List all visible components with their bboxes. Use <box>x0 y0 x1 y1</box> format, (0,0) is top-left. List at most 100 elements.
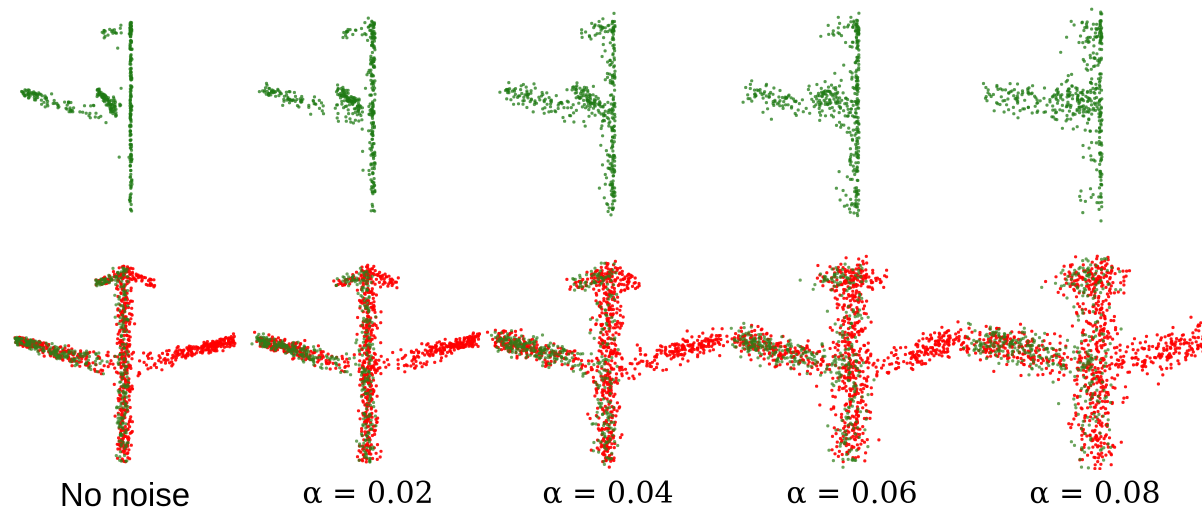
point <box>680 353 683 356</box>
point <box>604 272 607 275</box>
point <box>527 339 530 342</box>
point <box>605 349 608 352</box>
point <box>572 120 575 123</box>
point <box>379 321 382 324</box>
point <box>69 106 72 109</box>
point <box>390 281 393 284</box>
point <box>356 455 359 458</box>
point <box>107 274 110 277</box>
point <box>541 364 544 367</box>
point <box>170 364 173 367</box>
point <box>34 346 37 349</box>
point <box>122 371 125 374</box>
point <box>337 120 340 123</box>
point <box>145 363 148 366</box>
point <box>67 101 70 104</box>
point <box>98 87 101 90</box>
point <box>368 384 371 387</box>
point <box>329 367 332 370</box>
point <box>267 333 270 336</box>
point <box>127 379 130 382</box>
point <box>27 93 30 96</box>
point <box>614 414 617 417</box>
point <box>115 454 118 457</box>
point <box>373 352 376 355</box>
point <box>117 322 120 325</box>
point <box>580 90 583 93</box>
point <box>113 294 116 297</box>
point <box>581 352 584 355</box>
point <box>587 108 590 111</box>
point <box>522 83 525 86</box>
point <box>277 336 280 339</box>
point <box>719 334 722 337</box>
point <box>725 335 728 338</box>
point <box>336 277 339 280</box>
point <box>117 361 120 364</box>
point <box>319 348 322 351</box>
point <box>372 22 375 25</box>
point <box>320 363 323 366</box>
point <box>592 85 595 88</box>
point <box>128 44 131 47</box>
point <box>627 277 630 280</box>
point <box>371 167 374 170</box>
point <box>369 29 372 32</box>
point <box>709 339 712 342</box>
point <box>379 310 382 313</box>
point <box>373 177 376 180</box>
point <box>378 271 381 274</box>
point <box>592 288 595 291</box>
point <box>344 281 347 284</box>
point <box>546 103 549 106</box>
point <box>403 370 406 373</box>
point <box>311 354 314 357</box>
point <box>83 104 86 107</box>
point <box>273 341 276 344</box>
point <box>611 74 614 77</box>
point <box>146 354 149 357</box>
point <box>404 354 407 357</box>
point <box>557 104 560 107</box>
point <box>670 350 673 353</box>
point <box>363 279 366 282</box>
point <box>529 354 532 357</box>
point <box>272 345 275 348</box>
point <box>644 353 647 356</box>
point <box>122 353 125 356</box>
point <box>613 319 616 322</box>
point <box>584 289 587 292</box>
point <box>507 350 510 353</box>
point <box>544 351 547 354</box>
point <box>220 345 223 348</box>
point <box>372 307 375 310</box>
point <box>373 190 376 193</box>
point <box>541 91 544 94</box>
point <box>361 309 364 312</box>
point <box>119 285 122 288</box>
point <box>118 455 121 458</box>
point <box>369 395 372 398</box>
point <box>513 336 516 339</box>
point <box>397 276 400 279</box>
point <box>611 149 614 152</box>
point <box>124 402 127 405</box>
point <box>115 32 118 35</box>
point <box>566 106 569 109</box>
point <box>101 31 104 34</box>
point <box>69 360 72 363</box>
point <box>124 405 127 408</box>
point <box>371 102 374 105</box>
point <box>322 350 325 353</box>
point <box>134 279 137 282</box>
point <box>598 349 601 352</box>
point <box>606 337 609 340</box>
point <box>656 349 659 352</box>
point <box>611 434 614 437</box>
point <box>355 338 358 341</box>
point <box>577 102 580 105</box>
point <box>343 276 346 279</box>
point <box>129 175 132 178</box>
point <box>522 349 525 352</box>
point <box>592 441 595 444</box>
